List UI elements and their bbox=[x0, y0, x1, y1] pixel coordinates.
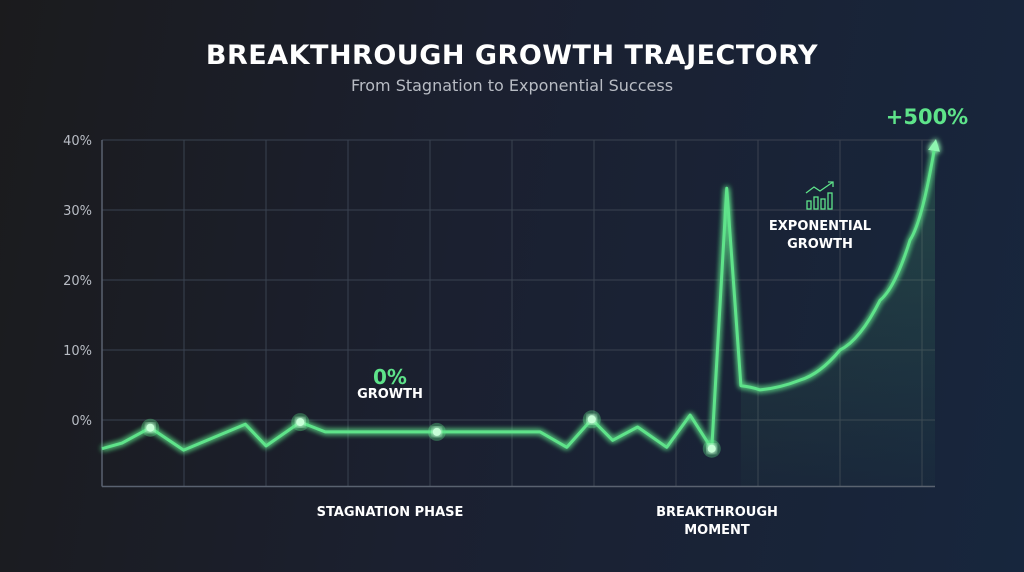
growth-chart-icon bbox=[805, 181, 834, 210]
y-tick-label: 10% bbox=[63, 344, 92, 359]
zero-growth-value: 0% bbox=[373, 365, 407, 389]
breakthrough-moment-label: BREAKTHROUGH MOMENT bbox=[617, 504, 817, 540]
y-tick-label: 0% bbox=[71, 414, 92, 429]
breakthrough-line1: BREAKTHROUGH bbox=[656, 505, 778, 520]
highlight-point bbox=[432, 427, 441, 436]
zero-growth-label: GROWTH bbox=[357, 387, 423, 402]
highlight-point bbox=[707, 444, 716, 453]
breakthrough-line2: MOMENT bbox=[684, 523, 750, 538]
exponential-line1: EXPONENTIAL bbox=[768, 219, 872, 234]
exponential-growth-label: EXPONENTIAL GROWTH bbox=[740, 218, 900, 254]
y-tick-label: 20% bbox=[63, 274, 92, 289]
chart-title: BREAKTHROUGH GROWTH TRAJECTORY bbox=[205, 40, 819, 71]
stagnation-phase-label: STAGNATION PHASE bbox=[316, 505, 464, 520]
highlight-point bbox=[146, 423, 155, 432]
growth-series-line bbox=[101, 138, 940, 452]
highlight-point bbox=[296, 418, 305, 427]
chart-subtitle: From Stagnation to Exponential Success bbox=[350, 76, 674, 95]
growth-area-fill bbox=[740, 144, 935, 487]
highlight-point bbox=[587, 415, 596, 424]
y-tick-label: 40% bbox=[63, 134, 92, 149]
zero-growth-annotation: 0% GROWTH bbox=[340, 365, 440, 404]
exponential-line2: GROWTH bbox=[787, 237, 853, 252]
y-tick-label: 30% bbox=[63, 204, 92, 219]
end-value-label: +500% bbox=[885, 105, 969, 129]
